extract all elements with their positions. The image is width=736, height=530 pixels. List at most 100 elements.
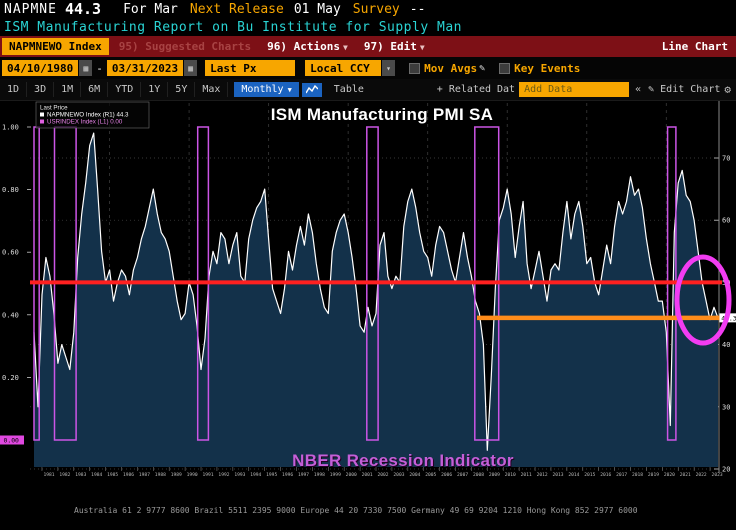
range-button-1m[interactable]: 1M — [54, 82, 82, 97]
chevron-down-icon: ▼ — [287, 85, 292, 94]
x-axis-year-label: 2014 — [568, 472, 579, 478]
terminal-footer: Australia 61 2 9777 8600 Brazil 5511 239… — [0, 481, 736, 530]
x-axis-year-label: 1991 — [203, 472, 214, 478]
x-axis-year-label: 2003 — [393, 472, 404, 478]
collapse-panel-button[interactable]: « — [635, 84, 642, 95]
right-axis-label: 20 — [722, 466, 730, 474]
x-axis-year-label: 2011 — [521, 472, 532, 478]
range-button-max[interactable]: Max — [195, 82, 229, 97]
actions-menu[interactable]: 96) Actions ▼ — [267, 40, 348, 53]
key-events-label: Key Events — [514, 61, 581, 75]
recession-last-value-box — [0, 435, 24, 445]
range-button-3d[interactable]: 3D — [27, 82, 55, 97]
price-mode-select[interactable]: Last Px — [205, 60, 296, 76]
legend-marker-recession — [40, 119, 44, 124]
right-axis-label: 60 — [722, 217, 730, 225]
key-events-checkbox[interactable] — [499, 62, 511, 74]
right-axis-label: 70 — [722, 155, 730, 163]
line-chart-type-button[interactable] — [301, 82, 322, 97]
security-description: ISM Manufacturing Report on Bu Institute… — [0, 18, 736, 36]
ribbon-bar: NAPMNEWO Index 95) Suggested Charts 96) … — [0, 36, 736, 57]
x-axis-year-label: 2022 — [696, 472, 707, 478]
legend-series-pmi: NAPMNEWO Index (R1) 44.3 — [47, 112, 129, 119]
calendar-icon[interactable]: ▦ — [184, 60, 198, 76]
next-release-date: 01 May — [293, 1, 341, 17]
x-axis-year-label: 1993 — [234, 472, 245, 478]
chart-area[interactable]: 70 60 50 40 30 20 1.00 0.80 0.60 0.40 0.20 1981 1982… — [0, 101, 736, 481]
footer-contacts-line1: Australia 61 2 9777 8600 Brazil 5511 239… — [74, 506, 638, 515]
left-axis-label: 0.80 — [2, 186, 19, 194]
ticker-symbol: NAPMNE — [4, 1, 57, 17]
mov-avgs-checkbox[interactable] — [409, 62, 421, 74]
x-axis-year-label: 2010 — [505, 472, 516, 478]
legend-box — [35, 101, 150, 129]
x-axis-year-label: 2008 — [473, 472, 484, 478]
legend-header: Last Price — [40, 105, 68, 112]
frequency-select[interactable]: Monthly ▼ — [234, 82, 299, 97]
date-to-input[interactable]: 03/31/2023 — [106, 60, 184, 76]
x-axis-year-label: 1989 — [171, 472, 182, 478]
date-separator: - — [96, 61, 103, 75]
x-axis-year-label: 2005 — [425, 472, 436, 478]
currency-select[interactable]: Local CCY — [305, 60, 382, 76]
x-axis-year-label: 2016 — [600, 472, 611, 478]
left-axis-label: 0.20 — [2, 374, 19, 382]
range-button-ytd[interactable]: YTD — [108, 82, 142, 97]
table-button[interactable]: Table — [333, 84, 364, 95]
chevron-down-icon: ▼ — [419, 43, 425, 52]
highlight-ellipse — [674, 254, 732, 346]
x-axis-year-label: 2000 — [346, 472, 357, 478]
x-axis-year-label: 1987 — [139, 472, 150, 478]
calendar-icon[interactable]: ▦ — [79, 60, 93, 76]
line-chart-icon — [305, 84, 318, 93]
nber-recession-annotation: NBER Recession Indicator — [292, 451, 514, 470]
x-axis-year-label: 2015 — [584, 472, 595, 478]
range-button-1y[interactable]: 1Y — [141, 82, 169, 97]
security-tag[interactable]: NAPMNEWO Index — [2, 38, 109, 55]
mov-avgs-label: Mov Avgs — [424, 61, 478, 75]
x-axis-year-label: 1997 — [298, 472, 309, 478]
x-axis-year-label: 2019 — [648, 472, 659, 478]
x-axis-year-label: 2017 — [616, 472, 627, 478]
edit-menu[interactable]: 97) Edit ▼ — [363, 40, 425, 53]
last-value: 44.3 — [64, 0, 102, 18]
period-label: For Mar — [123, 1, 178, 17]
x-axis-year-label: 1999 — [330, 472, 341, 478]
date-from-input[interactable]: 04/10/1980 — [2, 60, 79, 76]
add-data-input[interactable]: Add Data — [519, 82, 630, 97]
chart-title-annotation: ISM Manufacturing PMI SA — [270, 105, 494, 124]
left-axis-label: 1.00 — [2, 124, 19, 132]
x-axis-year-label: 2013 — [552, 472, 563, 478]
x-axis-year-label: 2012 — [537, 472, 548, 478]
x-axis-year-label: 1982 — [59, 472, 70, 478]
x-axis-year-label: 2021 — [680, 472, 691, 478]
currency-dropdown-icon[interactable]: ▾ — [382, 60, 396, 76]
x-axis-year-label: 2018 — [632, 472, 643, 478]
x-axis-year-label: 2006 — [441, 472, 452, 478]
x-axis-year-label: 1995 — [266, 472, 277, 478]
x-axis-year-label: 1985 — [107, 472, 118, 478]
x-axis-year-label: 2020 — [664, 472, 675, 478]
pmi-line-series — [33, 132, 719, 451]
x-axis-year-label: 1988 — [155, 472, 166, 478]
x-axis-year-label: 1986 — [123, 472, 134, 478]
security-header: NAPMNE 44.3 For Mar Next Release 01 May … — [0, 0, 736, 18]
pencil-icon[interactable]: ✎ — [479, 62, 486, 74]
chevron-down-icon: ▼ — [343, 43, 348, 52]
edit-chart-button[interactable]: ✎ Edit Chart — [648, 84, 721, 95]
x-axis-year-label: 2007 — [457, 472, 468, 478]
survey-value: -- — [409, 1, 426, 17]
right-axis-label: 40 — [722, 341, 730, 349]
range-button-5y[interactable]: 5Y — [168, 82, 196, 97]
x-axis-year-label: 2001 — [362, 472, 373, 478]
range-button-6m[interactable]: 6M — [81, 82, 109, 97]
survey-label: Survey — [352, 1, 400, 17]
left-axis-label: 0.60 — [2, 249, 19, 257]
suggested-charts-button[interactable]: 95) Suggested Charts — [118, 40, 252, 53]
range-button-1d[interactable]: 1D — [0, 82, 28, 97]
period-bar: 1D 3D 1M 6M YTD 1Y 5Y Max Monthly ▼ Table… — [0, 79, 736, 101]
related-data-button[interactable]: + Related Dat — [436, 84, 516, 95]
gear-icon[interactable]: ⚙ — [724, 83, 731, 96]
x-axis-year-label: 1990 — [187, 472, 198, 478]
